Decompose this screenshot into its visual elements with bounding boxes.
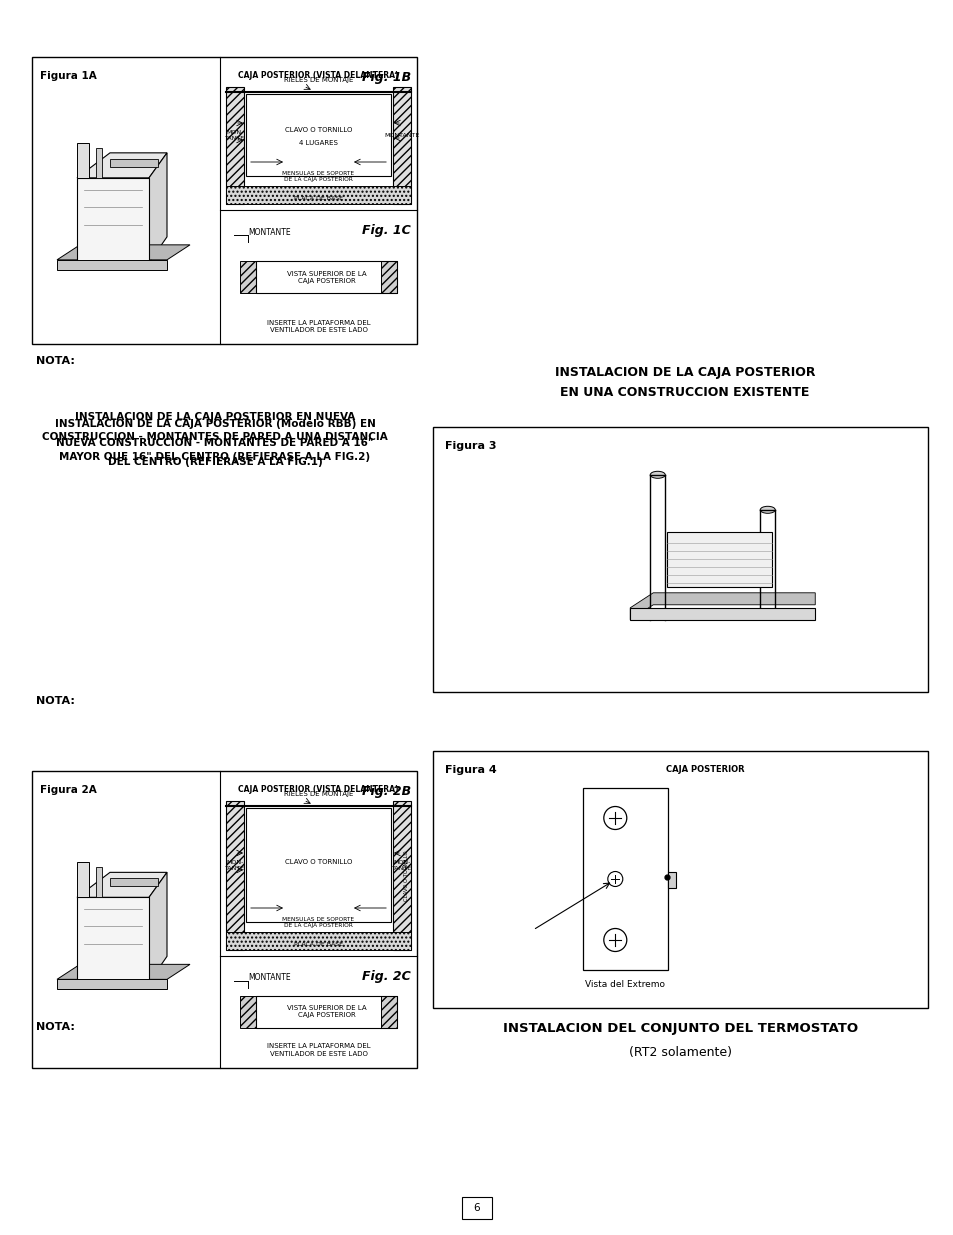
Bar (226, 802, 244, 950)
Text: MON-
TANTE: MON- TANTE (392, 860, 412, 871)
Bar (226, 932, 411, 950)
Text: MONTANTE: MONTANTE (248, 973, 291, 983)
Text: CAJA POSTERIOR (VISTA DELANTERA): CAJA POSTERIOR (VISTA DELANTERA) (238, 785, 398, 794)
Bar (77, 898, 149, 982)
Text: Fig. 2B: Fig. 2B (361, 785, 411, 798)
Bar (32, 771, 416, 1068)
Text: VISTA SUPERIOR DE LA
CAJA POSTERIOR: VISTA SUPERIOR DE LA CAJA POSTERIOR (287, 1005, 366, 1019)
Text: NUEVA CONSTRUCCION - MONTANTES DE PARED A 16": NUEVA CONSTRUCCION - MONTANTES DE PARED … (56, 438, 374, 448)
Text: INSTALACION DEL CONJUNTO DEL TERMOSTATO: INSTALACION DEL CONJUNTO DEL TERMOSTATO (502, 1023, 857, 1035)
Polygon shape (57, 965, 190, 979)
Text: RIELES DE MONTAJE: RIELES DE MONTAJE (283, 77, 353, 83)
Bar (226, 86, 244, 204)
Text: MONTANTE: MONTANTE (248, 227, 291, 236)
Bar (393, 86, 411, 204)
Text: INSTALACION DE LA CAJA POSTERIOR EN NUEVA: INSTALACION DE LA CAJA POSTERIOR EN NUEV… (74, 412, 355, 422)
Text: EN UNA CONSTRUCCION EXISTENTE: EN UNA CONSTRUCCION EXISTENTE (559, 387, 809, 399)
Circle shape (119, 916, 125, 921)
Text: NOTA:: NOTA: (36, 697, 74, 706)
Text: (RT2 solamente): (RT2 solamente) (628, 1046, 731, 1058)
Text: PLACA DE BASE: PLACA DE BASE (294, 195, 343, 200)
Text: INSTALACION DE LA CAJA POSTERIOR (Modelo RBB) EN: INSTALACION DE LA CAJA POSTERIOR (Modelo… (54, 419, 375, 429)
Circle shape (119, 235, 125, 240)
Text: 4 LUGARES: 4 LUGARES (298, 140, 337, 146)
Text: CAJA POSTERIOR (VISTA DELANTERA): CAJA POSTERIOR (VISTA DELANTERA) (238, 70, 398, 80)
Bar (240, 995, 255, 1028)
Text: CLAVO O TORNILLO: CLAVO O TORNILLO (285, 127, 352, 133)
Bar (393, 802, 411, 950)
Text: Fig. 1C: Fig. 1C (362, 224, 411, 237)
Polygon shape (149, 153, 167, 263)
Bar (630, 608, 815, 620)
Bar (32, 57, 416, 345)
Bar (380, 995, 396, 1028)
Text: CLAVO O TORNILLO: CLAVO O TORNILLO (403, 850, 408, 900)
Text: MAYOR QUE 16" DEL CENTRO (REFIERASE A LA FIG.2): MAYOR QUE 16" DEL CENTRO (REFIERASE A LA… (59, 452, 370, 462)
Bar (582, 788, 667, 969)
Text: Figura 2A: Figura 2A (40, 785, 96, 795)
Bar (77, 862, 89, 898)
Text: MON-
TANTE: MON- TANTE (225, 860, 245, 871)
Bar (433, 427, 927, 692)
Text: MON-
TANTE: MON- TANTE (225, 130, 245, 141)
Circle shape (119, 953, 125, 958)
Circle shape (119, 198, 125, 203)
Bar (77, 178, 149, 263)
Text: VISTA SUPERIOR DE LA
CAJA POSTERIOR: VISTA SUPERIOR DE LA CAJA POSTERIOR (287, 270, 366, 284)
Text: MENSULAS DE SOPORTE
DE LA CAJA POSTERIOR: MENSULAS DE SOPORTE DE LA CAJA POSTERIOR (282, 918, 355, 927)
Bar (96, 148, 102, 178)
Bar (226, 186, 411, 204)
Text: MONTANTE: MONTANTE (384, 133, 419, 138)
Text: NOTA:: NOTA: (36, 1023, 74, 1032)
Bar (246, 94, 391, 177)
Bar (433, 751, 927, 1008)
Polygon shape (630, 593, 815, 620)
Bar (380, 261, 396, 293)
Text: Fig. 2C: Fig. 2C (362, 969, 411, 983)
Text: DEL CENTRO (REFIERASE A LA FIG.1): DEL CENTRO (REFIERASE A LA FIG.1) (108, 457, 322, 467)
Ellipse shape (650, 472, 664, 478)
Ellipse shape (760, 506, 775, 514)
Bar (667, 872, 676, 888)
Text: Figura 3: Figura 3 (444, 441, 496, 451)
Bar (255, 261, 396, 293)
Text: MENSULAS DE SOPORTE
DE LA CAJA POSTERIOR: MENSULAS DE SOPORTE DE LA CAJA POSTERIOR (282, 170, 355, 182)
Polygon shape (149, 872, 167, 982)
Text: Figura 4: Figura 4 (444, 764, 497, 776)
Text: NOTA:: NOTA: (36, 356, 74, 366)
Bar (240, 261, 255, 293)
Text: Fig. 1B: Fig. 1B (361, 70, 411, 84)
Text: Vista del Extremo: Vista del Extremo (585, 981, 664, 989)
Bar (110, 159, 158, 167)
Bar (57, 259, 167, 270)
Text: CAJA POSTERIOR: CAJA POSTERIOR (665, 764, 743, 774)
Bar (77, 143, 89, 178)
Polygon shape (77, 153, 167, 178)
Text: INSERTE LA PLATAFORMA DEL
VENTILADOR DE ESTE LADO: INSERTE LA PLATAFORMA DEL VENTILADOR DE … (267, 1044, 370, 1056)
Bar (57, 979, 167, 989)
Polygon shape (77, 872, 167, 898)
Bar (461, 1197, 492, 1219)
Text: 6: 6 (474, 1203, 479, 1213)
Text: CONSTRUCCION - MONTANTES DE PARED A UNA DISTANCIA: CONSTRUCCION - MONTANTES DE PARED A UNA … (42, 432, 388, 442)
Bar (246, 808, 391, 923)
Text: Figura 1A: Figura 1A (40, 70, 96, 82)
Text: INSERTE LA PLATAFORMA DEL
VENTILADOR DE ESTE LADO: INSERTE LA PLATAFORMA DEL VENTILADOR DE … (267, 320, 370, 332)
Text: INSTALACION DE LA CAJA POSTERIOR: INSTALACION DE LA CAJA POSTERIOR (554, 366, 815, 379)
Text: RIELES DE MONTAJE: RIELES DE MONTAJE (283, 790, 353, 797)
Text: PLACA DE BASE: PLACA DE BASE (294, 941, 343, 946)
Bar (255, 995, 396, 1028)
Text: CLAVO O TORNILLO: CLAVO O TORNILLO (285, 860, 352, 864)
Bar (96, 867, 102, 898)
Bar (666, 532, 771, 587)
Polygon shape (57, 245, 190, 259)
Bar (110, 878, 158, 887)
